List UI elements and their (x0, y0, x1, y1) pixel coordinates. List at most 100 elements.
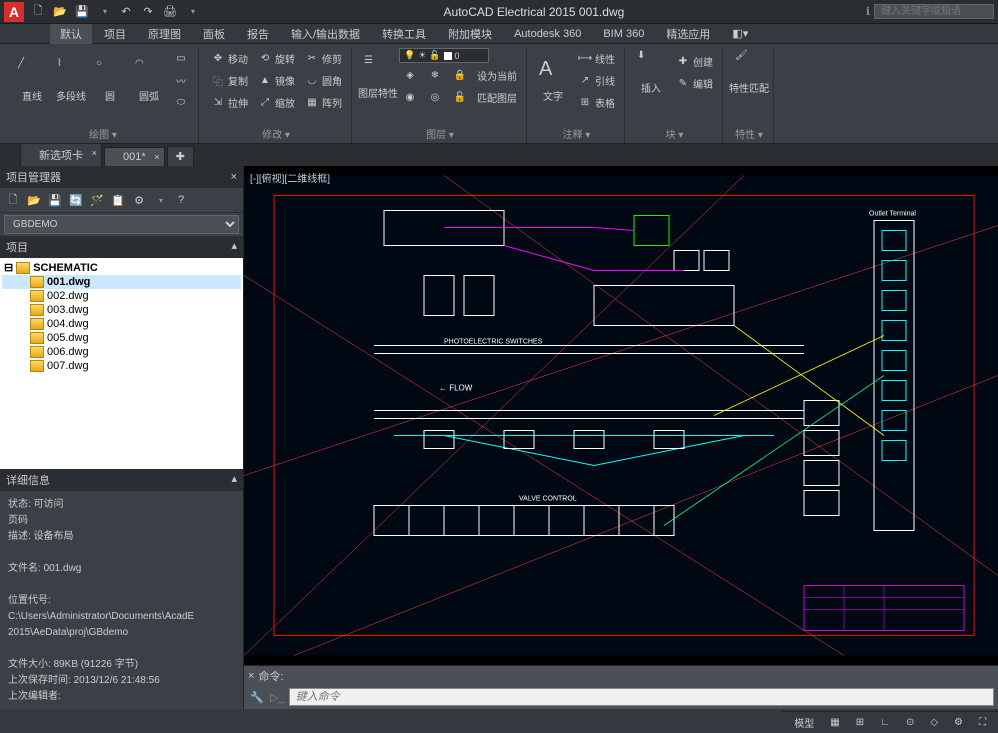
report-icon[interactable]: 📋 (109, 191, 127, 209)
line-button[interactable]: ╱直线 (14, 56, 50, 105)
qat-undo-icon[interactable]: ↶ (116, 3, 136, 21)
tree-item[interactable]: 003.dwg (2, 303, 241, 317)
app-logo[interactable]: A (4, 2, 24, 22)
tab-panel[interactable]: 面板 (193, 24, 235, 44)
spline-button[interactable]: 〰 (170, 70, 192, 90)
cmd-close-icon[interactable]: × (248, 670, 254, 682)
osnap-icon[interactable]: ◇ (924, 715, 944, 730)
modify-panel-title[interactable]: 修改 ▾ (207, 124, 345, 143)
project-section-header[interactable]: 项目 ▴ (0, 236, 243, 258)
text-button[interactable]: A文字 (535, 56, 571, 105)
layer-on-button[interactable]: ◎ (424, 87, 446, 107)
layer-lock-button[interactable]: 🔒 (449, 65, 471, 85)
tab-convert[interactable]: 转换工具 (372, 24, 436, 44)
qat-print-icon[interactable]: 🖨 (160, 3, 180, 21)
layer-panel-title[interactable]: 图层 ▾ (360, 124, 520, 143)
details-header[interactable]: 详细信息 ▴ (0, 469, 243, 491)
qat-more-dropdown[interactable] (182, 3, 202, 21)
move-button[interactable]: ✥移动 (207, 48, 251, 68)
layer-unlock-button[interactable]: 🔓 (449, 87, 471, 107)
command-input[interactable] (289, 688, 994, 706)
insert-button[interactable]: ⬇插入 (633, 48, 669, 97)
tab-addon[interactable]: 附加模块 (438, 24, 502, 44)
mirror-button[interactable]: ▲镜像 (254, 70, 298, 90)
dim-linear-button[interactable]: ⟼线性 (574, 48, 618, 68)
polyline-button[interactable]: ⌇多段线 (53, 56, 89, 105)
refresh-icon[interactable]: 🔄 (67, 191, 85, 209)
layer-combo[interactable]: 💡☀🔓0 (399, 48, 489, 63)
wizard-icon[interactable]: 🪄 (88, 191, 106, 209)
collapse-icon[interactable]: ▴ (231, 472, 237, 488)
stretch-button[interactable]: ⇲拉伸 (207, 92, 251, 112)
trim-button[interactable]: ✂修剪 (301, 48, 345, 68)
more-icon[interactable] (151, 191, 169, 209)
close-icon[interactable]: × (154, 152, 159, 162)
annotate-panel-title[interactable]: 注释 ▾ (535, 124, 618, 143)
table-button[interactable]: ⊞表格 (574, 92, 618, 112)
new-project-icon[interactable]: 🗋 (4, 191, 22, 209)
tree-item[interactable]: 006.dwg (2, 345, 241, 359)
copy-button[interactable]: ⿻复制 (207, 70, 251, 90)
qat-save-icon[interactable]: 💾 (72, 3, 92, 21)
open-project-icon[interactable]: 📂 (25, 191, 43, 209)
tree-item[interactable]: 004.dwg (2, 317, 241, 331)
close-icon[interactable]: × (92, 148, 97, 158)
view-label[interactable]: [-][俯视][二维线框] (250, 170, 330, 185)
snap-icon[interactable]: ⊞ (850, 715, 870, 730)
tab-a360[interactable]: Autodesk 360 (504, 26, 591, 42)
block-create-button[interactable]: ✚创建 (672, 52, 716, 72)
tab-project[interactable]: 项目 (94, 24, 136, 44)
layer-match-button[interactable]: 匹配图层 (474, 88, 520, 107)
help-search-input[interactable] (874, 4, 994, 19)
tab-featured[interactable]: 精选应用 (656, 24, 720, 44)
tree-item[interactable]: 005.dwg (2, 331, 241, 345)
tab-default[interactable]: 默认 (50, 24, 92, 44)
doc-tab-001[interactable]: 001*× (104, 147, 165, 166)
tree-item[interactable]: 007.dwg (2, 359, 241, 373)
project-combo[interactable]: GBDEMO (4, 215, 239, 234)
layer-iso-button[interactable]: ◈ (399, 65, 421, 85)
grid-icon[interactable]: ▦ (824, 715, 845, 730)
model-button[interactable]: 模型 (788, 713, 820, 732)
rect-button[interactable]: ▭ (170, 48, 192, 68)
qat-save-dropdown[interactable] (94, 3, 114, 21)
block-edit-button[interactable]: ✎编辑 (672, 74, 716, 94)
tree-item[interactable]: 002.dwg (2, 289, 241, 303)
collapse-icon[interactable]: ▴ (231, 239, 237, 255)
arc-button[interactable]: ◠圆弧 (131, 56, 167, 105)
layer-props-button[interactable]: ☰图层特性 (360, 53, 396, 102)
draw-panel-title[interactable]: 绘图 ▾ (14, 124, 192, 143)
layer-off-button[interactable]: ◉ (399, 87, 421, 107)
array-button[interactable]: ▦阵列 (301, 92, 345, 112)
fullscreen-icon[interactable]: ⛶ (973, 715, 992, 730)
polar-icon[interactable]: ⊙ (900, 715, 920, 730)
doc-tab-new[interactable]: 新选项卡× (20, 143, 102, 166)
ellipse-button[interactable]: ⬭ (170, 92, 192, 112)
save-icon[interactable]: 💾 (46, 191, 64, 209)
tab-expand-icon[interactable]: ◧▾ (722, 25, 758, 42)
cmd-toggle-icon[interactable]: 🔧 (248, 688, 266, 706)
layer-freeze-button[interactable]: ❄ (424, 65, 446, 85)
circle-button[interactable]: ○圆 (92, 56, 128, 105)
doc-tab-add-button[interactable]: ✚ (167, 146, 194, 166)
layer-current-button[interactable]: 设为当前 (474, 66, 520, 85)
fillet-button[interactable]: ◡圆角 (301, 70, 345, 90)
drawing-canvas[interactable]: PHOTOELECTRIC SWITCHES ← FLOW VALVE CONT… (244, 166, 998, 665)
tab-report[interactable]: 报告 (237, 24, 279, 44)
qat-open-icon[interactable]: 📂 (50, 3, 70, 21)
tree-folder-schematic[interactable]: ⊟SCHEMATIC (2, 260, 241, 275)
info-icon[interactable]: ℹ (866, 5, 870, 18)
settings-icon[interactable]: ⚙ (130, 191, 148, 209)
props-panel-title[interactable]: 特性 ▾ (731, 124, 767, 143)
tree-item[interactable]: 001.dwg (2, 275, 241, 289)
rotate-button[interactable]: ⟲旋转 (254, 48, 298, 68)
panel-close-icon[interactable]: × (231, 171, 237, 183)
help-icon[interactable]: ? (172, 191, 190, 209)
tab-schematic[interactable]: 原理图 (138, 24, 191, 44)
qat-redo-icon[interactable]: ↷ (138, 3, 158, 21)
tab-io[interactable]: 输入/输出数据 (281, 24, 370, 44)
tab-bim360[interactable]: BIM 360 (593, 26, 654, 42)
qat-new-icon[interactable]: 🗋 (28, 3, 48, 21)
leader-button[interactable]: ↗引线 (574, 70, 618, 90)
settings-icon[interactable]: ⚙ (948, 715, 969, 730)
